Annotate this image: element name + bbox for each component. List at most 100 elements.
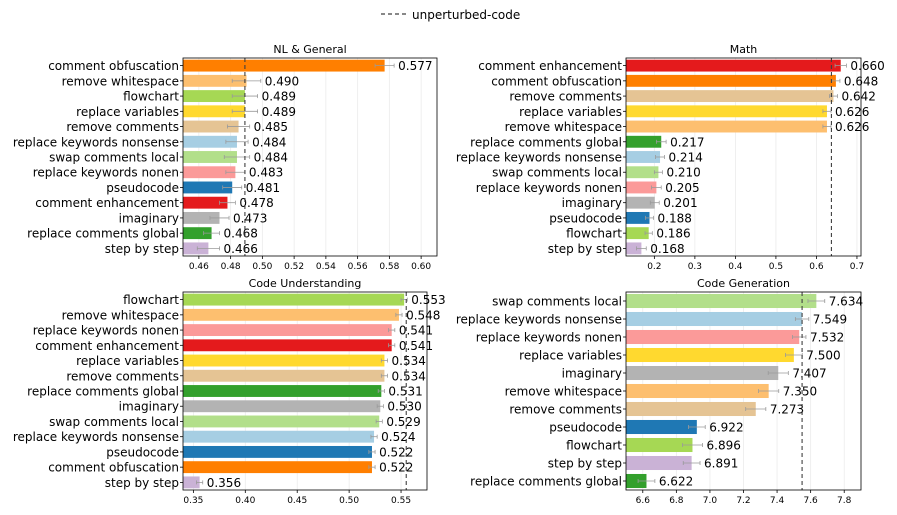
value-label: 0.481 bbox=[246, 181, 280, 195]
x-tick-label: 0.4 bbox=[728, 262, 743, 272]
x-tick-label: 0.50 bbox=[252, 262, 272, 272]
x-tick-label: 0.56 bbox=[348, 262, 368, 272]
bar bbox=[183, 211, 220, 224]
value-label: 0.577 bbox=[398, 59, 432, 73]
category-label: replace comments global bbox=[27, 227, 179, 241]
value-label: 0.485 bbox=[254, 120, 288, 134]
bar bbox=[626, 105, 827, 118]
chart-panel-2: Math comment enhancement 0.660 comment obfu… bbox=[456, 43, 885, 272]
category-label: comment enhancement bbox=[478, 59, 622, 73]
x-tick-label: 0.46 bbox=[189, 262, 209, 272]
value-label: 6.891 bbox=[704, 457, 738, 471]
value-label: 0.473 bbox=[233, 211, 267, 225]
value-label: 0.484 bbox=[254, 151, 288, 165]
value-label: 0.217 bbox=[670, 135, 704, 149]
bar bbox=[183, 369, 385, 382]
category-label: flowchart bbox=[123, 90, 179, 104]
x-tick-label: 7.2 bbox=[736, 496, 750, 506]
chart-panel-4: Code Generation swap comments local 7.634 r… bbox=[456, 277, 863, 506]
bar bbox=[626, 74, 836, 87]
x-tick-label: 7.0 bbox=[703, 496, 718, 506]
value-label: 0.534 bbox=[392, 369, 426, 383]
value-label: 7.532 bbox=[810, 331, 844, 345]
category-label: remove comments bbox=[509, 90, 622, 104]
bar bbox=[626, 401, 756, 417]
chart-title: Code Generation bbox=[697, 277, 790, 290]
category-label: pseudocode bbox=[106, 181, 179, 195]
category-label: replace keywords nonsense bbox=[13, 430, 179, 444]
bar bbox=[626, 211, 650, 224]
bar bbox=[626, 383, 769, 399]
category-label: replace keywords nonsense bbox=[13, 135, 179, 149]
x-tick-label: 0.52 bbox=[284, 262, 304, 272]
category-label: flowchart bbox=[123, 293, 179, 307]
x-tick-label: 0.50 bbox=[339, 496, 359, 506]
category-label: step by step bbox=[105, 476, 179, 490]
x-tick-label: 6.6 bbox=[636, 496, 651, 506]
x-tick-label: 7.8 bbox=[837, 496, 852, 506]
category-label: remove whitespace bbox=[62, 74, 179, 88]
category-label: remove comments bbox=[66, 120, 179, 134]
bar bbox=[626, 59, 841, 72]
category-label: swap comments local bbox=[492, 166, 622, 180]
bar bbox=[183, 324, 392, 337]
bar bbox=[183, 242, 209, 255]
category-label: pseudocode bbox=[549, 421, 622, 435]
bar bbox=[183, 461, 372, 474]
value-label: 0.534 bbox=[392, 354, 426, 368]
category-label: imaginary bbox=[119, 400, 179, 414]
category-label: comment obfuscation bbox=[491, 74, 622, 88]
chart-title: Code Understanding bbox=[249, 277, 362, 290]
value-label: 0.529 bbox=[386, 415, 420, 429]
category-label: remove comments bbox=[66, 369, 179, 383]
value-label: 0.356 bbox=[207, 476, 241, 490]
category-label: replace comments global bbox=[27, 385, 179, 399]
category-label: replace variables bbox=[519, 105, 622, 119]
legend: unperturbed-code bbox=[381, 8, 520, 22]
bar bbox=[183, 90, 245, 103]
bar bbox=[626, 347, 794, 363]
x-tick-label: 0.58 bbox=[379, 262, 399, 272]
bar bbox=[626, 242, 642, 255]
category-label: swap comments local bbox=[49, 151, 179, 165]
category-label: replace keywords nonen bbox=[33, 166, 179, 180]
bar bbox=[626, 196, 655, 209]
value-label: 0.483 bbox=[249, 166, 283, 180]
value-label: 0.522 bbox=[379, 445, 413, 459]
value-label: 7.634 bbox=[829, 295, 863, 309]
category-label: remove whitespace bbox=[505, 120, 622, 134]
chart-title: Math bbox=[730, 43, 758, 56]
bar bbox=[183, 354, 385, 367]
bar bbox=[626, 365, 779, 381]
bar bbox=[183, 339, 392, 352]
value-label: 0.626 bbox=[835, 105, 869, 119]
x-tick-label: 0.45 bbox=[287, 496, 307, 506]
x-tick-label: 7.4 bbox=[770, 496, 785, 506]
category-label: replace variables bbox=[76, 105, 179, 119]
chart-panel-1: NL & General comment obfuscation 0.577 remo… bbox=[13, 43, 438, 272]
x-tick-label: 6.8 bbox=[669, 496, 684, 506]
value-label: 0.205 bbox=[665, 181, 699, 195]
value-label: 0.530 bbox=[387, 400, 421, 414]
category-label: flowchart bbox=[566, 439, 622, 453]
category-label: imaginary bbox=[562, 367, 622, 381]
category-label: replace keywords nonsense bbox=[456, 313, 622, 327]
bar bbox=[626, 90, 834, 103]
x-tick-label: 0.54 bbox=[316, 262, 336, 272]
x-tick-label: 0.40 bbox=[235, 496, 255, 506]
value-label: 0.478 bbox=[239, 196, 273, 210]
value-label: 0.489 bbox=[262, 90, 296, 104]
bar bbox=[183, 135, 237, 148]
bar bbox=[626, 166, 659, 179]
bar bbox=[183, 476, 200, 489]
category-label: replace variables bbox=[76, 354, 179, 368]
bar bbox=[626, 227, 649, 240]
chart-panel-3: Code Understanding flowchart 0.553 remove w… bbox=[13, 277, 446, 506]
bar bbox=[626, 473, 647, 489]
value-label: 0.466 bbox=[224, 242, 258, 256]
value-label: 0.553 bbox=[411, 293, 445, 307]
value-label: 0.214 bbox=[668, 151, 702, 165]
category-label: swap comments local bbox=[49, 415, 179, 429]
category-label: comment enhancement bbox=[35, 196, 179, 210]
